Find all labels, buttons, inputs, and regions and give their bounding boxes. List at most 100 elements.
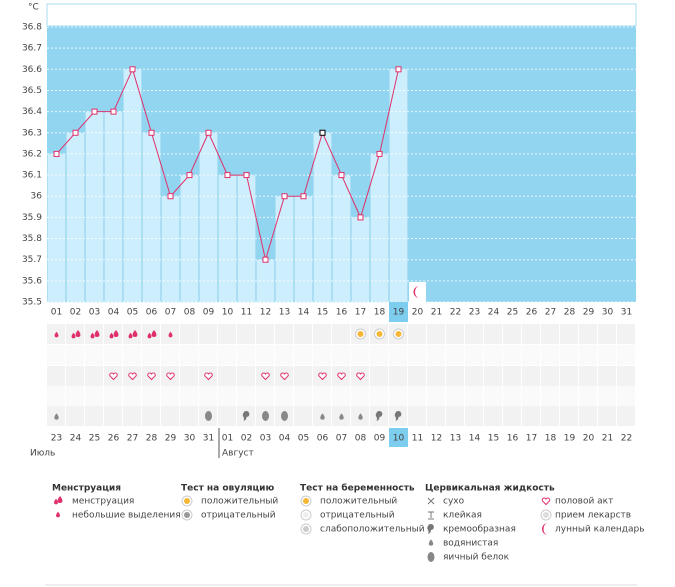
grid-cell [560, 345, 578, 365]
legend-item: отрицательный [201, 511, 276, 521]
date-label: 28 [146, 434, 158, 444]
grid-cell [66, 345, 84, 365]
bar [123, 69, 142, 303]
grid-cell [427, 324, 445, 344]
date-label: 07 [336, 434, 347, 444]
day-label: 30 [602, 308, 614, 318]
grid-cell [218, 406, 236, 426]
legend-item: водянистая [443, 539, 498, 549]
day-label: 02 [70, 308, 81, 318]
grid-cell [579, 386, 597, 406]
month-label: Июль [30, 449, 55, 459]
drop-icon [428, 539, 434, 546]
day-label: 09 [203, 308, 215, 318]
drop-icon [54, 498, 58, 505]
egg-white-icon [427, 552, 435, 562]
temperature-point [186, 172, 193, 179]
grid-cell [484, 366, 502, 386]
egg-white-icon [262, 411, 269, 421]
legend-title: Тест на овуляцию [181, 484, 274, 494]
day-label: 06 [146, 308, 158, 318]
day-label: 16 [336, 308, 348, 318]
creamy-icon [394, 411, 402, 421]
grid-cell [503, 386, 521, 406]
y-tick-label: 35.8 [22, 234, 42, 244]
temperature-point [300, 193, 307, 200]
grid-cell [408, 366, 426, 386]
grid-cell [123, 386, 141, 406]
grid-cell [104, 345, 122, 365]
y-tick-label: 36 [31, 192, 43, 202]
test-icon [303, 512, 309, 518]
date-label: 05 [298, 434, 309, 444]
grid-cell [104, 324, 122, 344]
grid-cell [313, 324, 331, 344]
grid-cell [218, 366, 236, 386]
month-label: Август [222, 449, 254, 459]
y-tick-label: 35.7 [22, 255, 42, 265]
moon-cell [409, 282, 426, 302]
grid-cell [541, 366, 559, 386]
grid-cell [541, 345, 559, 365]
drop-icon [168, 331, 173, 338]
grid-cell [294, 386, 312, 406]
y-tick-label: 35.6 [22, 276, 42, 286]
bar [85, 111, 104, 303]
grid-cell [579, 345, 597, 365]
grid-cell [199, 324, 217, 344]
grid-cell [522, 386, 540, 406]
date-label: 30 [184, 434, 196, 444]
day-label: 04 [108, 308, 120, 318]
day-label: 13 [279, 308, 290, 318]
egg-white-icon [281, 411, 288, 421]
grid-cell [370, 345, 388, 365]
temperature-point [72, 129, 79, 136]
drop-icon [75, 330, 81, 337]
drop-icon [151, 330, 157, 337]
grid-cell [541, 386, 559, 406]
drop-icon [132, 330, 138, 337]
temperature-point [110, 108, 117, 115]
grid-cell [85, 366, 103, 386]
temperature-point [148, 129, 155, 136]
grid-cell [484, 345, 502, 365]
grid-cell [161, 386, 179, 406]
y-tick-label: 35.9 [22, 213, 42, 223]
date-label: 11 [412, 434, 423, 444]
date-label: 25 [89, 434, 100, 444]
legend-item: сухо [443, 497, 465, 507]
legend-item: клейкая [443, 511, 482, 521]
drop-icon [54, 331, 59, 338]
grid-cell [85, 386, 103, 406]
grid-cell [85, 406, 103, 426]
temperature-point [243, 172, 250, 179]
y-tick-label: 35.5 [22, 298, 42, 308]
grid-cell [180, 366, 198, 386]
egg-white-icon [205, 411, 212, 421]
day-label: 27 [545, 308, 556, 318]
grid-cell [617, 366, 635, 386]
grid-cell [256, 345, 274, 365]
date-label: 12 [431, 434, 442, 444]
date-label: 10 [393, 434, 405, 444]
moon-icon [413, 286, 420, 298]
grid-cell [427, 345, 445, 365]
grid-cell [294, 324, 312, 344]
grid-cell [465, 386, 483, 406]
grid-cell [142, 324, 160, 344]
creamy-icon [375, 411, 383, 421]
day-label: 14 [298, 308, 310, 318]
date-label: 08 [355, 434, 367, 444]
grid-cell [142, 406, 160, 426]
day-label: 03 [89, 308, 100, 318]
temperature-point [357, 214, 364, 221]
heart-icon [166, 372, 175, 381]
test-icon [376, 331, 383, 337]
drop-icon [147, 332, 152, 339]
grid-cell [85, 345, 103, 365]
grid-cell [503, 366, 521, 386]
date-label: 09 [374, 434, 386, 444]
legend-item: отрицательный [320, 511, 395, 521]
grid-cell [313, 386, 331, 406]
grid-cell [408, 386, 426, 406]
